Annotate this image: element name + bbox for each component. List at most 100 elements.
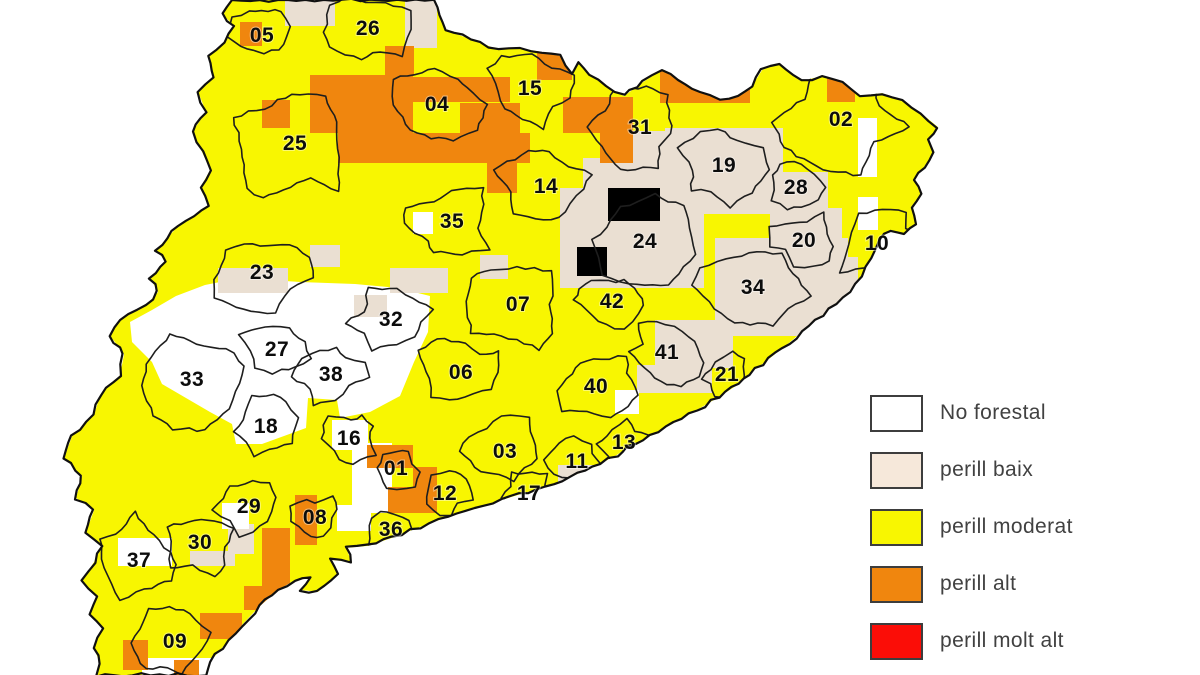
region-label-02: 02 <box>829 108 853 131</box>
risk-cell-alt <box>240 22 262 46</box>
risk-cell-no-forestal <box>332 420 368 450</box>
region-boundary-15 <box>486 53 576 131</box>
region-label-23: 23 <box>250 261 274 284</box>
risk-cell-no-forestal <box>858 118 877 177</box>
region-boundary-40 <box>556 355 639 419</box>
legend-label-perill-alt: perill alt <box>940 572 1017 595</box>
region-label-04: 04 <box>425 93 449 116</box>
region-label-19: 19 <box>712 154 736 177</box>
region-boundary-09 <box>130 605 212 675</box>
risk-cell-alt <box>388 487 413 513</box>
region-boundary-14 <box>492 149 593 221</box>
risk-zone-no-forestal <box>130 278 430 444</box>
region-label-27: 27 <box>265 338 289 361</box>
legend-item-perill-baix: perill baix <box>870 451 1073 489</box>
region-boundary-38 <box>290 346 371 407</box>
region-boundary-29 <box>211 479 277 539</box>
risk-cell-baix <box>480 255 508 279</box>
region-boundary-26 <box>322 0 412 61</box>
legend-item-perill-alt: perill alt <box>870 565 1073 603</box>
risk-cell-alt <box>600 133 633 163</box>
region-label-18: 18 <box>254 415 278 438</box>
region-label-13: 13 <box>612 431 636 454</box>
risk-cell-no-forestal <box>413 212 433 234</box>
region-boundary-24 <box>591 192 697 287</box>
legend-swatch-perill-moderat <box>870 508 923 546</box>
region-label-25: 25 <box>283 132 307 155</box>
legend-item-no-forestal: No forestal <box>870 394 1073 432</box>
region-boundary-25 <box>232 93 341 199</box>
region-label-20: 20 <box>792 229 816 252</box>
region-boundary-07 <box>465 265 554 352</box>
region-boundary-34 <box>691 251 812 327</box>
risk-cell-baix <box>810 257 858 300</box>
region-label-30: 30 <box>188 531 212 554</box>
region-boundary-05 <box>226 8 292 55</box>
region-boundary-35 <box>403 186 491 256</box>
region-labels: 05 26 04 15 31 02 19 28 25 14 35 24 20 10 23 07 42 34 32 27… <box>126 16 890 654</box>
region-label-35: 35 <box>440 210 464 233</box>
region-boundary-06 <box>417 337 500 401</box>
catalonia-outline <box>62 0 939 675</box>
region-label-05: 05 <box>250 24 274 47</box>
risk-cell-alt <box>262 528 290 586</box>
region-boundary-41 <box>627 320 705 388</box>
region-label-03: 03 <box>493 440 517 463</box>
risk-cell-alt <box>262 100 290 128</box>
legend-item-perill-moderat: perill moderat <box>870 508 1073 546</box>
region-boundary-31 <box>586 85 673 172</box>
region-label-41: 41 <box>655 341 679 364</box>
map-land-group <box>64 0 938 675</box>
region-label-42: 42 <box>600 290 624 313</box>
region-boundary-32 <box>344 286 435 352</box>
region-label-01: 01 <box>384 457 408 480</box>
risk-cell-moderat <box>577 247 607 276</box>
risk-cell-alt <box>385 46 414 76</box>
region-label-38: 38 <box>319 363 343 386</box>
region-label-17: 17 <box>517 482 541 505</box>
region-boundary-04 <box>391 67 489 142</box>
region-label-06: 06 <box>449 361 473 384</box>
region-label-14: 14 <box>534 175 558 198</box>
risk-cell-no-forestal <box>118 538 172 566</box>
legend-swatch-no-forestal <box>870 394 923 432</box>
region-boundary-01 <box>376 449 421 491</box>
region-label-37: 37 <box>127 549 151 572</box>
region-label-16: 16 <box>337 427 361 450</box>
risk-cell-baix <box>637 365 712 393</box>
legend-item-perill-molt-alt: perill molt alt <box>870 622 1073 660</box>
region-label-12: 12 <box>433 482 457 505</box>
risk-cell-alt <box>123 640 148 670</box>
legend-label-no-forestal: No forestal <box>940 401 1046 424</box>
region-label-34: 34 <box>741 276 765 299</box>
region-boundary-19 <box>676 128 771 209</box>
region-boundary-42 <box>572 278 645 330</box>
region-label-40: 40 <box>584 375 608 398</box>
risk-cell-baix <box>218 268 288 293</box>
region-label-07: 07 <box>506 293 530 316</box>
legend-swatch-perill-baix <box>870 451 923 489</box>
region-label-33: 33 <box>180 368 204 391</box>
legend-label-perill-molt-alt: perill molt alt <box>940 629 1064 652</box>
region-label-10: 10 <box>865 232 889 255</box>
region-label-32: 32 <box>379 308 403 331</box>
risk-cell-alt <box>487 163 517 193</box>
legend-swatch-perill-alt <box>870 565 923 603</box>
risk-cell-baix <box>354 295 387 317</box>
legend-label-perill-moderat: perill moderat <box>940 515 1073 538</box>
region-boundary-28 <box>770 160 827 211</box>
region-boundary-23 <box>213 243 315 315</box>
region-label-08: 08 <box>303 506 327 529</box>
risk-cell-baix <box>390 268 448 293</box>
region-label-15: 15 <box>518 77 542 100</box>
comarca-borders <box>99 0 929 675</box>
region-label-11: 11 <box>565 450 588 473</box>
legend-swatch-perill-molt-alt <box>870 622 923 660</box>
region-boundary-08 <box>289 495 338 539</box>
region-label-21: 21 <box>715 363 739 386</box>
region-boundary-18 <box>232 393 300 458</box>
region-label-24: 24 <box>633 230 657 253</box>
region-label-29: 29 <box>237 495 261 518</box>
region-boundary-12 <box>425 470 474 517</box>
